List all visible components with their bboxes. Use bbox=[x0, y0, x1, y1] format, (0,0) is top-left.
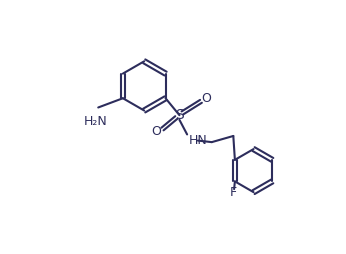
Text: S: S bbox=[175, 108, 184, 122]
Text: H₂N: H₂N bbox=[84, 115, 108, 128]
Text: HN: HN bbox=[189, 134, 207, 147]
Text: F: F bbox=[230, 186, 237, 199]
Text: O: O bbox=[201, 92, 211, 105]
Text: O: O bbox=[152, 125, 161, 138]
